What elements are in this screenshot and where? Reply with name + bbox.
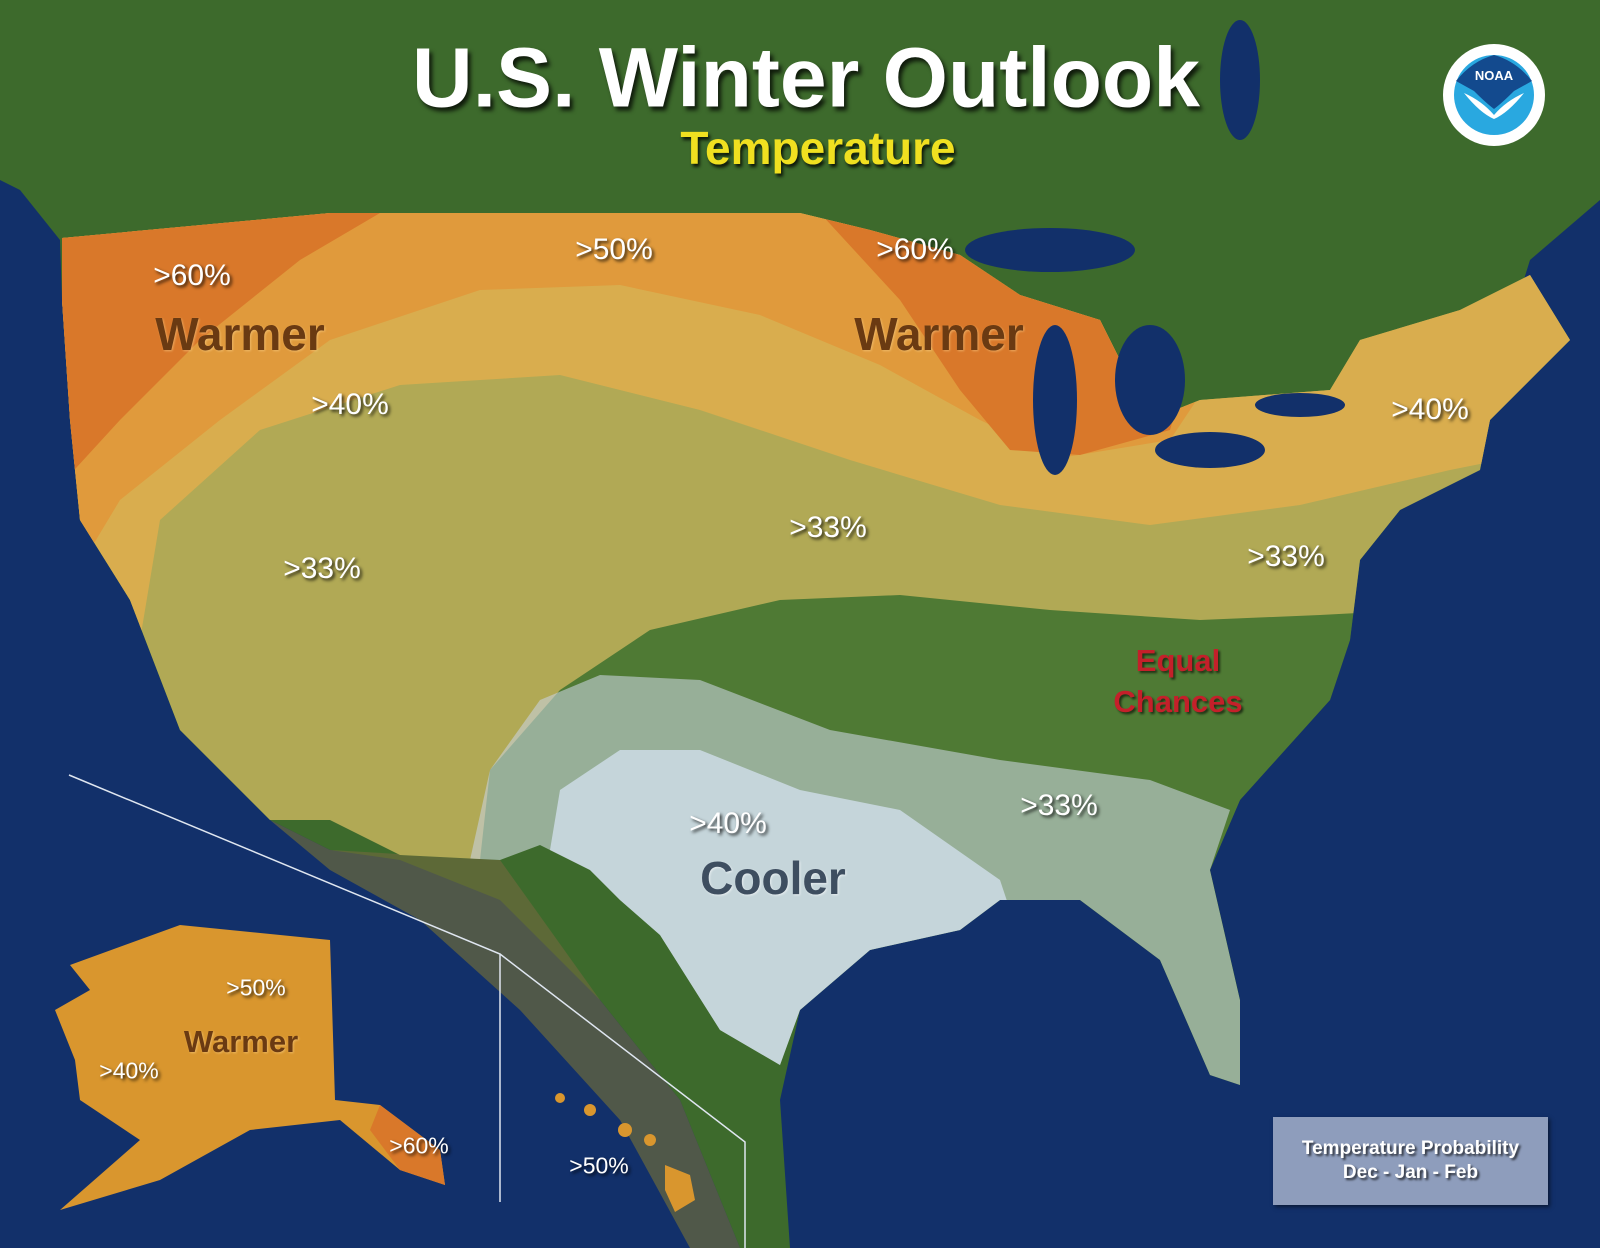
noaa-logo: NOAA: [1443, 44, 1545, 146]
label-hawaii-50: >50%: [569, 1152, 629, 1179]
legend-line1: Temperature Probability: [1301, 1138, 1520, 1159]
label-alaska-50: >50%: [226, 974, 286, 1001]
category-cooler: Cooler: [700, 852, 846, 904]
warmer-60-west-region: [62, 213, 380, 500]
label-warmer-33-northeast: >33%: [1247, 540, 1325, 573]
legend-box: Temperature Probability Dec - Jan - Feb: [1273, 1117, 1548, 1205]
inset-divider: [499, 953, 746, 1248]
category-alaska-warmer: Warmer: [183, 1024, 299, 1059]
equal-chances-line2: Chances: [1113, 684, 1243, 719]
label-alaska-40: >40%: [99, 1057, 159, 1084]
page-title: U.S. Winter Outlook: [412, 30, 1200, 125]
great-lakes: [965, 20, 1345, 475]
label-warmer-60-west: >60%: [153, 259, 231, 292]
alaska-60-region: [370, 1105, 445, 1185]
alaska: [55, 925, 445, 1210]
hawaii: [555, 1093, 695, 1212]
mexico-land: [270, 820, 740, 1248]
warmer-40-region: [62, 213, 1570, 800]
label-alaska-60: >60%: [389, 1132, 449, 1159]
page-subtitle: Temperature: [680, 122, 956, 174]
label-cooler-33-southeast: >33%: [1020, 789, 1098, 822]
label-warmer-60-lakes: >60%: [876, 233, 954, 266]
label-warmer-33-central: >33%: [789, 511, 867, 544]
label-warmer-40-west: >40%: [311, 388, 389, 421]
legend-line2: Dec - Jan - Feb: [1342, 1162, 1479, 1183]
label-warmer-40-northeast: >40%: [1391, 393, 1469, 426]
label-warmer-33-west: >33%: [283, 552, 361, 585]
noaa-logo-text: NOAA: [1475, 68, 1514, 83]
label-warmer-50-north: >50%: [575, 233, 653, 266]
category-warmer-west: Warmer: [155, 308, 325, 360]
equal-chances-line1: Equal: [1135, 643, 1221, 678]
label-cooler-40-south: >40%: [689, 807, 767, 840]
category-warmer-lakes: Warmer: [854, 308, 1024, 360]
category-equal-chances: Equal Chances: [1113, 640, 1242, 722]
